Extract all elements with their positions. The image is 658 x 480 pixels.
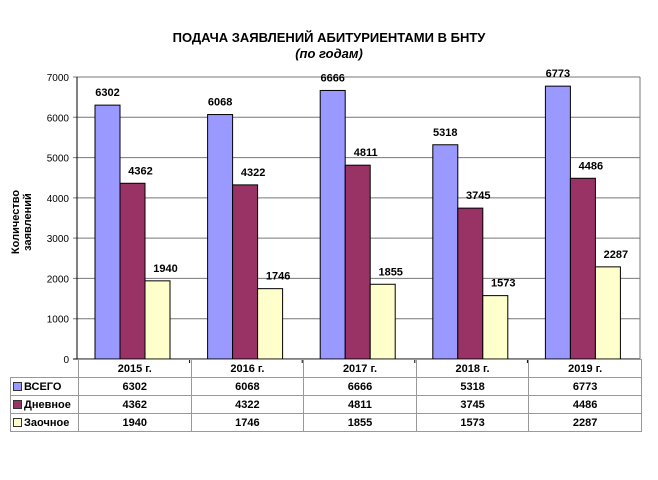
- bar-Дневное: [457, 207, 484, 360]
- x-tick-label: 2018 г.: [415, 359, 530, 378]
- data-label: 6302: [95, 87, 119, 99]
- y-tick-label: 3000: [47, 234, 70, 245]
- bar-Заочное: [594, 266, 621, 360]
- x-tick-label: 2017 г.: [303, 359, 417, 378]
- legend-corner: [11, 360, 79, 378]
- plot-area: 0 1000 2000 3000 4000 5000 6000 7000 6302 4362 194…: [47, 68, 641, 366]
- bar-Заочное: [257, 288, 284, 360]
- data-label: 4811: [354, 147, 378, 159]
- table-header-row: 2015 г. 2016 г. 2017 г. 2018 г. 2019 г.: [11, 359, 642, 378]
- table-cell: 4322: [190, 395, 305, 414]
- table-row: ВСЕГО 6302 6068 6666 5318 6773: [10, 377, 642, 396]
- table-cell: 2287: [528, 413, 642, 432]
- x-tick-label: 2019 г.: [528, 359, 642, 378]
- table-cell: 1855: [303, 413, 417, 432]
- bar-ВСЕГО: [319, 89, 346, 360]
- bar-ВСЕГО: [544, 85, 571, 360]
- bar-Заочное: [144, 280, 171, 360]
- data-label: 6666: [320, 72, 344, 84]
- data-label: 4486: [579, 160, 603, 172]
- table-cell: 4362: [78, 395, 192, 414]
- data-label: 2287: [604, 249, 628, 261]
- table-cell: 1940: [78, 413, 192, 432]
- data-label: 1573: [491, 278, 515, 290]
- table-cell: 5318: [415, 377, 530, 396]
- y-tick-label: 0: [63, 355, 69, 366]
- bar-Дневное: [119, 182, 146, 360]
- legend-swatch-icon: [13, 382, 22, 392]
- y-tick-label: 5000: [47, 154, 70, 165]
- data-label: 1746: [266, 271, 290, 283]
- data-label: 4322: [241, 167, 265, 179]
- legend-entry: ВСЕГО: [10, 377, 79, 396]
- bar-ВСЕГО: [432, 144, 459, 360]
- table-cell: 4486: [528, 395, 642, 414]
- y-tick-label: 4000: [47, 194, 70, 205]
- data-label: 5318: [433, 127, 457, 139]
- bar-ВСЕГО: [94, 104, 121, 360]
- table-cell: 4811: [303, 395, 417, 414]
- legend-swatch-icon: [13, 418, 22, 428]
- data-label: 1855: [378, 266, 402, 278]
- legend-entry: Дневное: [10, 395, 79, 414]
- bar-Дневное: [569, 177, 596, 360]
- bar-Дневное: [344, 164, 371, 360]
- table-cell: 6666: [303, 377, 417, 396]
- legend-label: ВСЕГО: [24, 380, 62, 393]
- y-tick-label: 2000: [47, 274, 70, 285]
- table-cell: 6773: [528, 377, 642, 396]
- table-cell: 1573: [415, 413, 530, 432]
- data-table: 2015 г. 2016 г. 2017 г. 2018 г. 2019 г. ВСЕГО…: [10, 359, 642, 432]
- data-label: 6773: [546, 68, 570, 80]
- table-cell: 6068: [190, 377, 305, 396]
- legend-swatch-icon: [13, 400, 22, 410]
- legend-label: Заочное: [24, 416, 70, 429]
- bar-Заочное: [369, 283, 396, 360]
- x-tick-label: 2016 г.: [190, 359, 305, 378]
- chart-subtitle: (по годам): [295, 46, 363, 61]
- legend-entry: Заочное: [10, 413, 79, 432]
- table-cell: 3745: [415, 395, 530, 414]
- chart-title: ПОДАЧА ЗАЯВЛЕНИЙ АБИТУРИЕНТАМИ В БНТУ: [172, 30, 486, 45]
- data-label: 1940: [153, 263, 177, 275]
- bar-ВСЕГО: [207, 114, 234, 360]
- table-cell: 1746: [190, 413, 305, 432]
- bar-Заочное: [482, 295, 509, 360]
- table-cell: 6302: [78, 377, 192, 396]
- data-label: 6068: [208, 97, 232, 109]
- data-label: 4362: [128, 165, 152, 177]
- y-tick-label: 1000: [47, 315, 70, 326]
- y-tick-label: 6000: [47, 113, 70, 124]
- bar-Дневное: [232, 184, 259, 360]
- x-tick-label: 2015 г.: [78, 359, 192, 378]
- table-row: Дневное 4362 4322 4811 3745 4486: [10, 395, 642, 414]
- y-tick-label: 7000: [47, 73, 70, 84]
- data-label: 3745: [466, 190, 490, 202]
- legend-label: Дневное: [24, 398, 71, 411]
- table-row: Заочное 1940 1746 1855 1573 2287: [10, 413, 642, 432]
